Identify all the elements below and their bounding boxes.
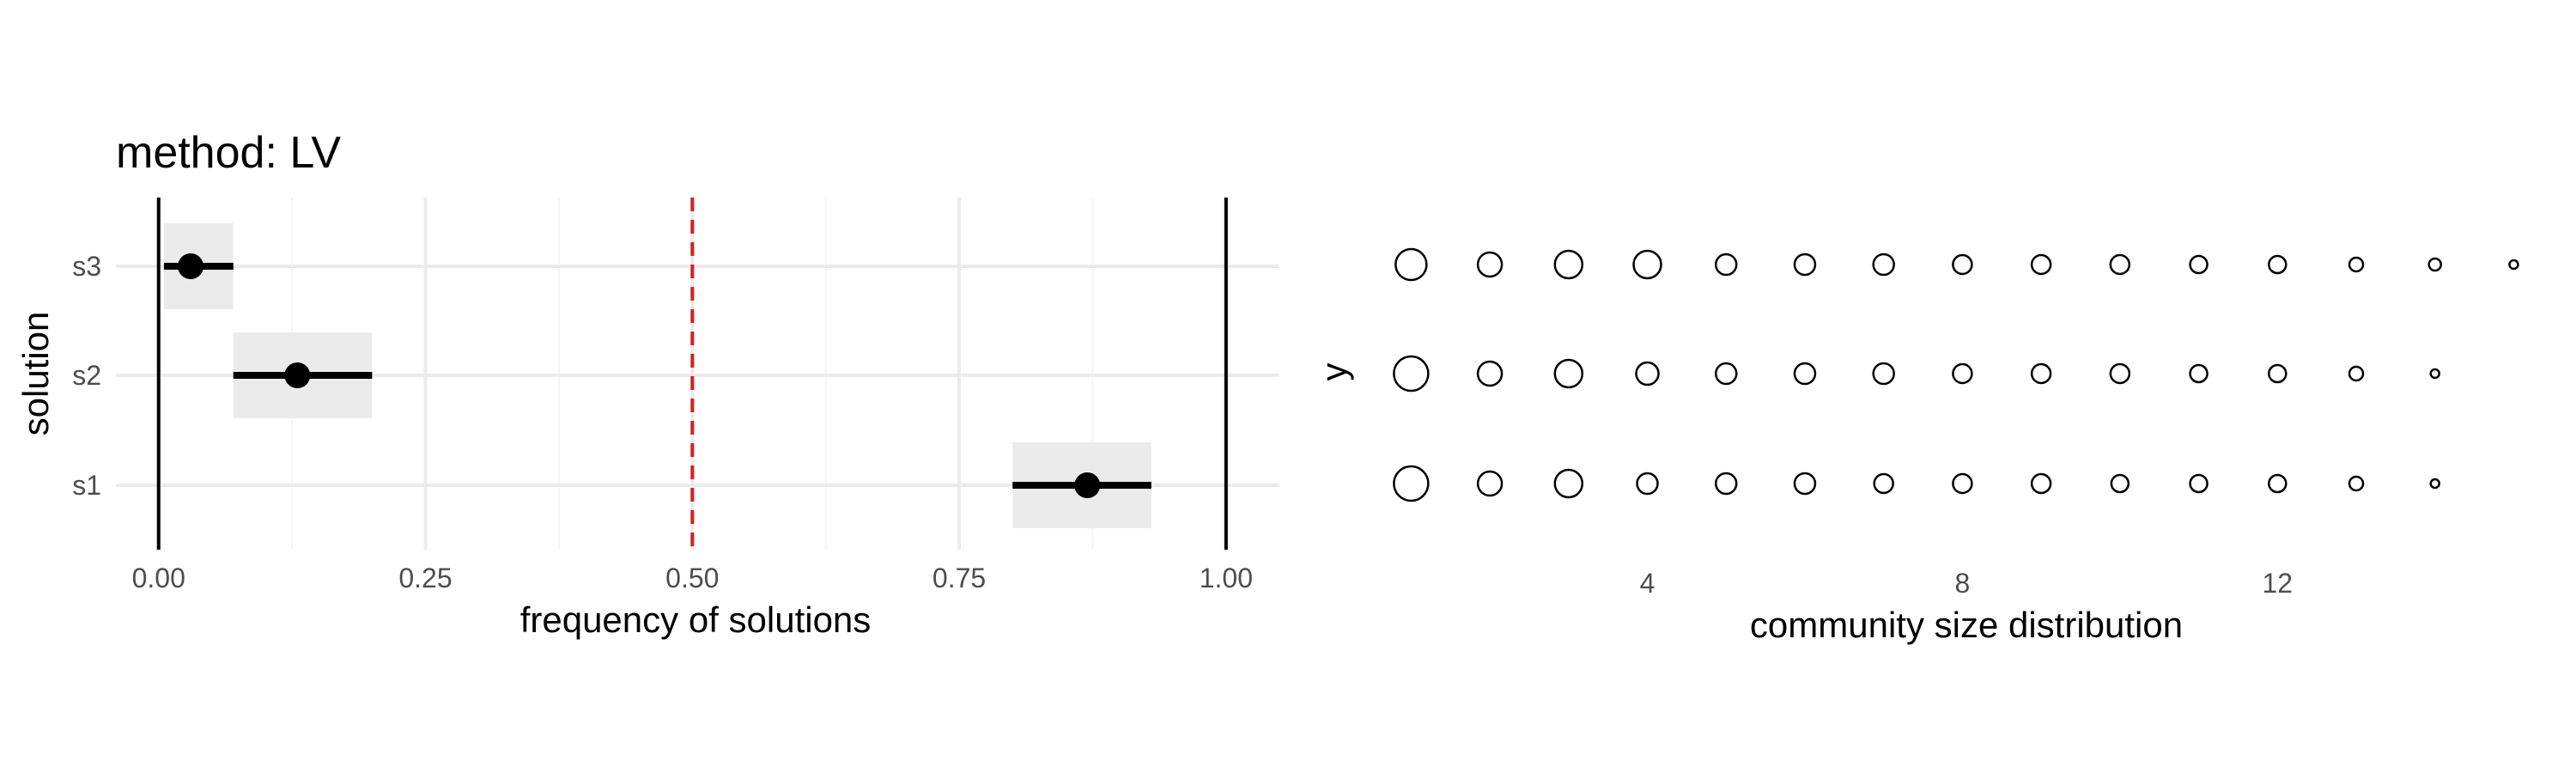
bubble [1793, 472, 1817, 496]
bubble [2030, 472, 2052, 495]
bubble [1714, 472, 1738, 496]
bubble [1952, 362, 1973, 385]
bubble [1952, 472, 1973, 495]
bubble [1714, 362, 1738, 386]
x-tick-label: 4 [1640, 568, 1656, 599]
bubble [2030, 253, 2052, 276]
panel-title: method: LV [116, 128, 341, 178]
bubble [1553, 358, 1584, 389]
bubble [2348, 475, 2365, 492]
bubble [1632, 249, 1662, 280]
bubble [2268, 473, 2287, 494]
bubble [1553, 468, 1584, 499]
point-s1 [1074, 472, 1101, 498]
x-tick-label: 8 [1955, 568, 1971, 599]
x-tick-label: 1.00 [1200, 563, 1253, 593]
bubble [2189, 473, 2208, 494]
left-y-axis-title: solution [15, 312, 56, 436]
point-s2 [284, 362, 311, 388]
x-tick-label: 0.50 [665, 563, 719, 593]
bubble [1793, 362, 1817, 386]
left-x-axis-title: frequency of solutions [520, 600, 872, 640]
bubble [1394, 247, 1428, 282]
bubble [1636, 472, 1659, 496]
point-s3 [178, 253, 204, 279]
bubble [1393, 465, 1430, 502]
right-y-axis-title: y [1314, 363, 1354, 381]
bubble [1393, 355, 1430, 393]
x-tick-label: 12 [2263, 568, 2293, 599]
bubble [1476, 360, 1504, 387]
bubble [1872, 253, 1895, 277]
right-plot-panel: 4 8 12 [1393, 247, 2519, 599]
bubble [1476, 251, 1504, 278]
x-tick-label: 0.75 [933, 563, 986, 593]
bubble [1873, 472, 1894, 495]
bubble [1872, 362, 1895, 386]
y-tick-label: s1 [72, 470, 101, 501]
bubble [2189, 363, 2208, 384]
bubble [2508, 259, 2519, 271]
bubble [2268, 363, 2287, 384]
bubble [1793, 253, 1817, 277]
bubble [2109, 253, 2131, 276]
bubble [1635, 361, 1660, 386]
bubble [2427, 257, 2443, 272]
bubble [2030, 362, 2052, 385]
y-tick-label: s2 [72, 360, 101, 391]
bubble [2429, 368, 2441, 380]
left-plot-panel: s1 s2 s3 0.00 0.25 0.50 0.75 1.00 [72, 198, 1279, 593]
x-tick-label: 0.25 [398, 563, 452, 593]
y-tick-label: s3 [72, 251, 101, 282]
bubble [2348, 256, 2365, 273]
bubble [2109, 362, 2131, 385]
x-tick-label: 0.00 [132, 563, 185, 593]
bubble [1553, 249, 1584, 280]
bubble [1714, 253, 1738, 277]
bubble [2429, 478, 2441, 490]
bubble [2348, 365, 2365, 382]
bubble [1952, 253, 1973, 276]
right-x-axis-title: community size distribution [1750, 605, 2183, 645]
bubble [2268, 254, 2287, 275]
bubble [1476, 470, 1504, 497]
bubble [2189, 254, 2208, 275]
bubble [2110, 473, 2130, 494]
